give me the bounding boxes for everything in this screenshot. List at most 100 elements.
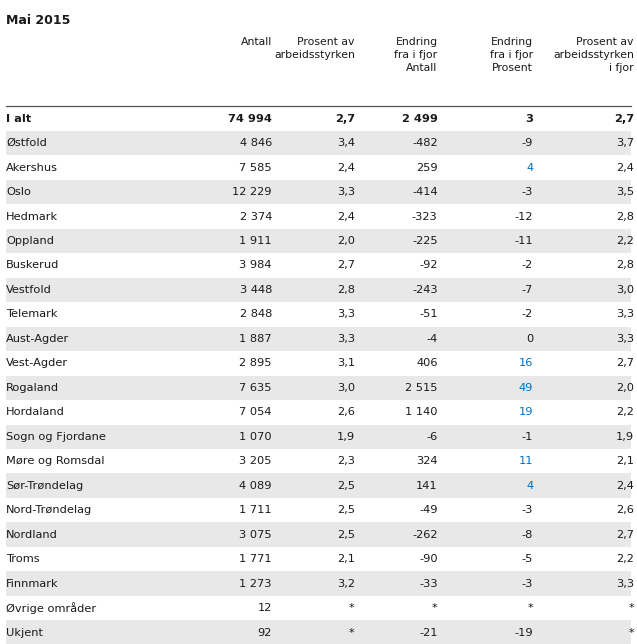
Text: -262: -262	[412, 529, 438, 540]
Text: 3,4: 3,4	[337, 138, 355, 148]
Text: 4 846: 4 846	[240, 138, 272, 148]
Text: 2 374: 2 374	[240, 211, 272, 222]
Text: 141: 141	[416, 480, 438, 491]
Text: *: *	[432, 603, 438, 613]
Text: 2,4: 2,4	[337, 162, 355, 173]
Text: Sogn og Fjordane: Sogn og Fjordane	[6, 431, 106, 442]
Text: 3,5: 3,5	[616, 187, 634, 197]
Text: -414: -414	[412, 187, 438, 197]
Text: -225: -225	[412, 236, 438, 246]
Text: 3 984: 3 984	[240, 260, 272, 270]
Bar	[6, 327, 631, 351]
Text: 1 911: 1 911	[240, 236, 272, 246]
Text: 2,7: 2,7	[613, 113, 634, 124]
Text: 49: 49	[519, 383, 533, 393]
Bar	[6, 571, 631, 596]
Text: 1 273: 1 273	[240, 578, 272, 589]
Text: 2,0: 2,0	[337, 236, 355, 246]
Text: 3,3: 3,3	[616, 309, 634, 319]
Bar	[6, 522, 631, 547]
Text: 259: 259	[416, 162, 438, 173]
Text: -9: -9	[522, 138, 533, 148]
Text: Aust-Agder: Aust-Agder	[6, 334, 69, 344]
Text: Oppland: Oppland	[6, 236, 54, 246]
Text: -3: -3	[522, 578, 533, 589]
Text: 1 711: 1 711	[240, 505, 272, 515]
Text: -243: -243	[412, 285, 438, 295]
Text: 1,9: 1,9	[337, 431, 355, 442]
Text: 3: 3	[525, 113, 533, 124]
Text: 2,4: 2,4	[337, 211, 355, 222]
Text: Ukjent: Ukjent	[6, 627, 43, 638]
Text: 11: 11	[519, 456, 533, 466]
Text: 3,3: 3,3	[337, 334, 355, 344]
Text: *: *	[349, 627, 355, 638]
Text: Oslo: Oslo	[6, 187, 31, 197]
Text: *: *	[628, 627, 634, 638]
Text: Troms: Troms	[6, 554, 40, 564]
Bar	[6, 229, 631, 253]
Text: 2 499: 2 499	[402, 113, 438, 124]
Text: Møre og Romsdal: Møre og Romsdal	[6, 456, 105, 466]
Text: 3,3: 3,3	[616, 578, 634, 589]
Text: 2,2: 2,2	[616, 407, 634, 417]
Text: Sør-Trøndelag: Sør-Trøndelag	[6, 480, 83, 491]
Text: 1 140: 1 140	[405, 407, 438, 417]
Text: 324: 324	[416, 456, 438, 466]
Text: 1,9: 1,9	[616, 431, 634, 442]
Text: 2,3: 2,3	[337, 456, 355, 466]
Text: 2,7: 2,7	[616, 529, 634, 540]
Text: 3,7: 3,7	[616, 138, 634, 148]
Text: Akershus: Akershus	[6, 162, 59, 173]
Text: Vest-Agder: Vest-Agder	[6, 358, 69, 368]
Text: -8: -8	[522, 529, 533, 540]
Text: Prosent av
arbeidsstyrken: Prosent av arbeidsstyrken	[274, 37, 355, 60]
Text: Nordland: Nordland	[6, 529, 58, 540]
Bar	[6, 620, 631, 644]
Text: Endring
fra i fjor
Prosent: Endring fra i fjor Prosent	[490, 37, 533, 73]
Text: *: *	[628, 603, 634, 613]
Text: 0: 0	[526, 334, 533, 344]
Text: Buskerud: Buskerud	[6, 260, 60, 270]
Text: Hedmark: Hedmark	[6, 211, 59, 222]
Text: 4: 4	[526, 480, 533, 491]
Text: -3: -3	[522, 187, 533, 197]
Text: 2,0: 2,0	[616, 383, 634, 393]
Text: Antall: Antall	[241, 37, 272, 48]
Text: 3,3: 3,3	[616, 334, 634, 344]
Text: -11: -11	[515, 236, 533, 246]
Text: 2,7: 2,7	[616, 358, 634, 368]
Text: 4: 4	[526, 162, 533, 173]
Text: -7: -7	[522, 285, 533, 295]
Text: Finnmark: Finnmark	[6, 578, 59, 589]
Text: -1: -1	[522, 431, 533, 442]
Text: 2,5: 2,5	[337, 480, 355, 491]
Bar	[6, 375, 631, 400]
Text: Telemark: Telemark	[6, 309, 58, 319]
Text: 7 635: 7 635	[240, 383, 272, 393]
Text: 2 895: 2 895	[240, 358, 272, 368]
Text: 2,4: 2,4	[616, 162, 634, 173]
Text: 74 994: 74 994	[228, 113, 272, 124]
Text: Øvrige områder: Øvrige områder	[6, 602, 96, 614]
Text: 2,2: 2,2	[616, 236, 634, 246]
Text: 19: 19	[519, 407, 533, 417]
Bar	[6, 180, 631, 204]
Text: -21: -21	[419, 627, 438, 638]
Text: -12: -12	[515, 211, 533, 222]
Text: 2,6: 2,6	[616, 505, 634, 515]
Bar	[6, 424, 631, 449]
Text: 2 848: 2 848	[240, 309, 272, 319]
Text: -2: -2	[522, 309, 533, 319]
Text: Nord-Trøndelag: Nord-Trøndelag	[6, 505, 92, 515]
Bar	[6, 473, 631, 498]
Text: 2,1: 2,1	[616, 456, 634, 466]
Text: -92: -92	[419, 260, 438, 270]
Text: 12: 12	[257, 603, 272, 613]
Text: -4: -4	[426, 334, 438, 344]
Text: 92: 92	[257, 627, 272, 638]
Text: -6: -6	[426, 431, 438, 442]
Text: 3 205: 3 205	[240, 456, 272, 466]
Text: 1 771: 1 771	[240, 554, 272, 564]
Text: 1 070: 1 070	[240, 431, 272, 442]
